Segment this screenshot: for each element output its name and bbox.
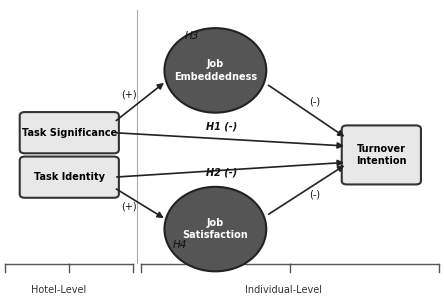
Text: (+): (+) xyxy=(121,202,137,212)
Text: (+): (+) xyxy=(121,89,137,99)
Text: Hotel-Level: Hotel-Level xyxy=(31,285,86,295)
FancyBboxPatch shape xyxy=(342,125,421,184)
Text: Job
Embeddedness: Job Embeddedness xyxy=(174,59,257,82)
FancyBboxPatch shape xyxy=(20,112,119,153)
Text: (-): (-) xyxy=(309,97,321,107)
Text: Individual-Level: Individual-Level xyxy=(246,285,322,295)
Ellipse shape xyxy=(164,187,266,271)
Ellipse shape xyxy=(164,28,266,113)
Text: Task Significance: Task Significance xyxy=(22,128,117,138)
Text: (-): (-) xyxy=(309,190,321,200)
Text: H4: H4 xyxy=(173,240,187,250)
Text: H2 (-): H2 (-) xyxy=(206,168,238,178)
Text: Job
Satisfaction: Job Satisfaction xyxy=(182,218,248,240)
FancyBboxPatch shape xyxy=(20,156,119,198)
Text: Task Identity: Task Identity xyxy=(34,172,105,182)
Text: Turnover
Intention: Turnover Intention xyxy=(356,144,407,166)
Text: H3: H3 xyxy=(185,31,199,41)
Text: H1 (-): H1 (-) xyxy=(206,122,238,132)
